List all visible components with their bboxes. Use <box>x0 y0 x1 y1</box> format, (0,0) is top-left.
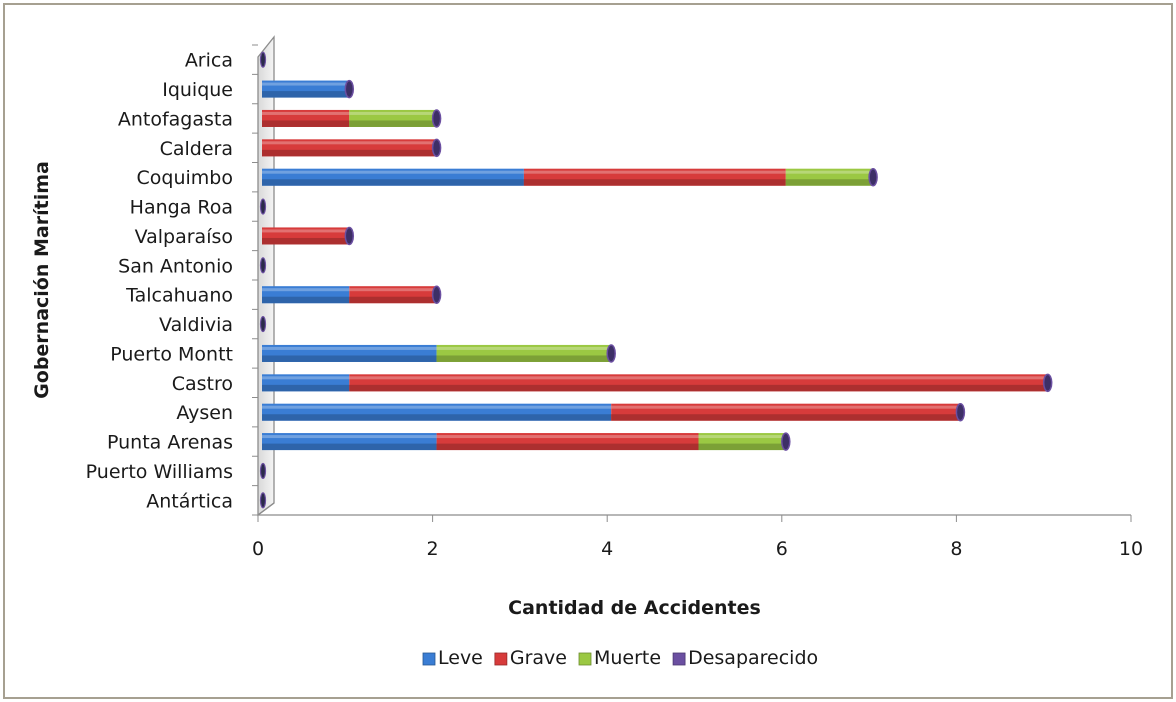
bar-segment-shade <box>436 355 612 362</box>
legend-label: Grave <box>510 647 567 669</box>
bar-segment-shade <box>262 149 437 157</box>
bars <box>259 51 1053 509</box>
bar-segment-shade <box>349 120 437 127</box>
category-label: San Antonio <box>118 255 233 277</box>
axis-ticks <box>252 44 1132 522</box>
chart-frame <box>3 3 1173 699</box>
bar-segment-highlight <box>262 405 612 409</box>
legend-label: Muerte <box>594 647 661 669</box>
x-tick-label: 2 <box>427 538 439 560</box>
x-tick-label: 6 <box>776 538 788 560</box>
bar-segment-shade <box>262 443 437 451</box>
legend-swatch <box>578 652 592 666</box>
bar-segment-highlight <box>698 435 786 439</box>
bar-end-cap <box>431 285 442 304</box>
bar-segment-highlight <box>611 405 961 409</box>
bar-segment-highlight <box>436 346 612 350</box>
bar-segment-highlight <box>262 346 437 350</box>
category-label: Valdivia <box>159 314 233 336</box>
bar-end-cap <box>606 344 616 363</box>
category-label: Aysen <box>176 402 233 424</box>
bar-segment-shade <box>698 443 786 451</box>
bar-segment-highlight <box>262 111 350 115</box>
bar-segment-shade <box>349 384 1048 392</box>
category-label: Antofagasta <box>118 108 233 130</box>
category-label: Castro <box>172 373 233 395</box>
bar-segment-shade <box>262 355 437 362</box>
bar-segment-highlight <box>262 229 350 233</box>
empty-bar-cap <box>259 198 267 215</box>
bar-segment-shade <box>262 384 350 392</box>
bar-segment-shade <box>523 179 786 186</box>
bar-segment-shade <box>262 296 350 304</box>
category-label: Antártica <box>146 490 233 512</box>
bar-segment-shade <box>611 414 961 421</box>
x-tick-label: 0 <box>252 538 264 560</box>
bar-end-cap <box>344 79 355 99</box>
bar-end-cap <box>431 109 442 128</box>
bar-end-cap <box>955 402 966 422</box>
category-label: Hanga Roa <box>130 197 233 219</box>
x-tick-label: 10 <box>1119 538 1143 560</box>
x-tick-label: 8 <box>950 538 962 560</box>
x-tick-label: 4 <box>601 538 613 560</box>
bar-end-cap <box>1042 373 1053 393</box>
category-label: Coquimbo <box>137 167 233 189</box>
bar-segment-highlight <box>262 141 437 145</box>
bar-segment-highlight <box>349 288 437 292</box>
bar-segment-highlight <box>785 170 874 174</box>
legend-label: Leve <box>438 647 483 669</box>
empty-bar-cap <box>259 462 267 480</box>
x-axis-title: Cantidad de Accidentes <box>508 597 761 619</box>
bar-end-cap <box>781 432 791 451</box>
bar-segment-highlight <box>262 82 350 86</box>
bar-end-cap <box>431 138 442 158</box>
legend-label: Desaparecido <box>688 647 818 669</box>
bar-segment-highlight <box>262 170 524 174</box>
bar-segment-highlight <box>349 376 1048 380</box>
bar-segment-shade <box>262 179 524 186</box>
legend: Leve Grave Muerte Desaparecido <box>422 647 818 669</box>
bar-segment-highlight <box>262 435 437 439</box>
bar-segment-shade <box>349 296 437 304</box>
bar-segment-shade <box>262 120 350 127</box>
empty-bar-cap <box>259 492 267 509</box>
legend-swatch <box>494 652 508 666</box>
labels: 0 2 4 6 8 10 Arica Iquique Antofagasta Caldera Coq… <box>86 50 1143 560</box>
legend-swatch <box>672 652 686 666</box>
legend-swatch <box>422 652 436 666</box>
bar-segment-highlight <box>436 435 699 439</box>
category-label: Arica <box>185 50 233 72</box>
category-label: Punta Arenas <box>107 432 233 454</box>
empty-bar-cap <box>259 315 267 333</box>
x-axis-depth-line <box>257 502 275 516</box>
bar-segment-highlight <box>262 376 350 380</box>
category-label: Iquique <box>162 79 233 101</box>
bar-segment-shade <box>262 414 612 421</box>
bar-segment-highlight <box>349 111 437 115</box>
category-label: Valparaíso <box>135 226 233 248</box>
bar-end-cap <box>344 226 355 246</box>
bar-segment-shade <box>436 443 699 451</box>
y-axis-title: Gobernación Marítima <box>31 161 53 399</box>
category-label: Caldera <box>160 138 233 160</box>
empty-bar-cap <box>259 51 267 68</box>
bar-segment-shade <box>785 179 874 186</box>
empty-bar-cap <box>259 257 267 274</box>
category-label: Talcahuano <box>125 285 233 307</box>
bar-segment-highlight <box>262 288 350 292</box>
bar-segment-highlight <box>523 170 786 174</box>
bar-segment-shade <box>262 237 350 245</box>
category-label: Puerto Williams <box>86 461 233 483</box>
bar-end-cap <box>868 167 878 187</box>
bar-segment-shade <box>262 91 350 98</box>
category-label: Puerto Montt <box>110 343 233 365</box>
